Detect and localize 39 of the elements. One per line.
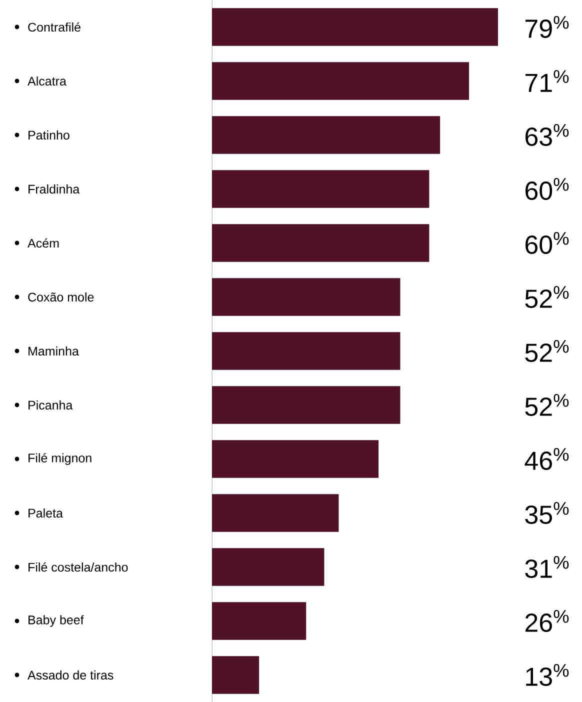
data-label: 52$^{%}$ [525,394,569,416]
bar [212,224,430,262]
y-tick-label: Paleta [28,508,63,518]
y-tick-label: Filé costela/ancho [28,562,128,572]
y-tick-label: Alcatra [28,76,66,86]
data-label: 63$^{%}$ [526,124,569,146]
data-label: 60$^{%}$ [526,178,569,200]
bar [212,440,379,478]
bar [212,116,440,154]
data-label: 71$^{%}$ [526,70,569,92]
bar [212,62,470,100]
y-tick-label: Picanha [28,400,73,410]
bar [212,656,260,694]
data-label: 52$^{%}$ [525,286,569,308]
data-label: 46$^{%}$ [524,448,569,470]
y-tick-label: Fraldinha [28,184,80,194]
bar [212,170,430,208]
bar [212,278,400,316]
y-tick-label: Patinho [28,130,70,140]
y-tick-label: Filé mignon [28,453,92,465]
bar [212,386,400,424]
data-label: 13$^{%}$ [526,664,569,686]
y-tick-label: Acém [28,238,59,248]
y-tick-label: Coxão mole [28,292,94,302]
y-tick-label: Maminha [28,346,79,356]
data-label: 52$^{%}$ [525,340,569,362]
data-label: 35$^{%}$ [525,502,569,524]
bar [212,332,400,370]
y-tick-label: Contrafilé [28,22,80,32]
y-tick-label: Assado de tiras [28,670,114,680]
data-label: 79$^{%}$ [526,16,569,38]
y-tick-label: Baby beef [28,615,84,627]
data-label: 31$^{%}$ [525,556,569,578]
bar [212,8,498,46]
bar [212,494,339,532]
data-label: 26$^{%}$ [525,610,569,632]
bar [212,602,306,640]
bar [212,548,324,586]
data-label: 60$^{%}$ [526,232,569,254]
